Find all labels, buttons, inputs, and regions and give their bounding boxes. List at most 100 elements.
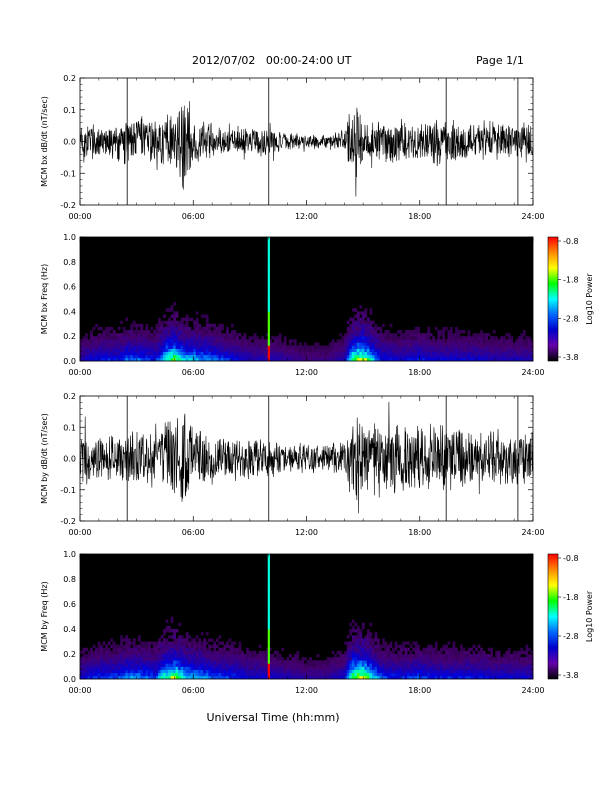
heatmap-cell <box>402 339 405 343</box>
heatmap-cell <box>376 348 380 352</box>
x-tick-label: 00:00 <box>68 212 91 221</box>
spike-stripe <box>267 268 270 272</box>
heatmap-cell <box>110 357 114 362</box>
heatmap-cell <box>482 663 486 667</box>
heatmap-cell <box>336 666 340 670</box>
heatmap-cell <box>127 354 131 359</box>
heatmap-cell <box>205 660 209 664</box>
heatmap-cell <box>165 629 169 633</box>
heatmap-cell <box>520 675 524 680</box>
heatmap-cell <box>125 333 129 337</box>
heatmap-cell <box>354 342 358 346</box>
heatmap-cell <box>203 672 207 677</box>
heatmap-cell <box>424 657 428 661</box>
heatmap-cell <box>185 336 189 340</box>
heatmap-cell <box>326 663 330 667</box>
heatmap-cell <box>336 348 340 352</box>
heatmap-cell <box>175 351 179 356</box>
heatmap-cell <box>205 666 209 670</box>
heatmap-cell <box>200 675 204 680</box>
heatmap-cell <box>507 342 511 346</box>
spike-stripe <box>267 249 270 253</box>
heatmap-cell <box>389 351 393 356</box>
heatmap-cell <box>480 672 483 677</box>
heatmap-cell <box>480 654 483 658</box>
heatmap-cell <box>397 675 400 680</box>
heatmap-cell <box>520 650 524 655</box>
heatmap-cell <box>137 351 141 356</box>
heatmap-cell <box>170 650 174 655</box>
heatmap-cell <box>246 660 249 664</box>
heatmap-cell <box>92 675 96 680</box>
heatmap-cell <box>175 657 179 661</box>
heatmap-cell <box>326 657 330 661</box>
heatmap-cell <box>208 650 212 655</box>
heatmap-cell <box>522 357 526 362</box>
heatmap-cell <box>389 333 393 337</box>
heatmap-cell <box>346 644 350 649</box>
heatmap-cell <box>92 672 96 677</box>
heatmap-cell <box>185 650 189 655</box>
heatmap-cell <box>460 348 463 352</box>
heatmap-cell <box>213 342 217 346</box>
heatmap-cell <box>168 348 171 352</box>
heatmap-cell <box>429 654 433 658</box>
heatmap-cell <box>225 657 229 661</box>
heatmap-cell <box>193 654 197 658</box>
heatmap-cell <box>364 675 368 680</box>
heatmap-cell <box>155 339 159 343</box>
heatmap-cell <box>125 647 129 652</box>
heatmap-cell <box>178 336 181 340</box>
heatmap-cell <box>188 348 192 352</box>
heatmap-cell <box>145 323 149 328</box>
colorbar <box>547 553 559 680</box>
heatmap-cell <box>414 345 418 349</box>
heatmap-cell <box>522 348 526 352</box>
heatmap-cell <box>510 663 514 667</box>
heatmap-cell <box>175 647 179 652</box>
heatmap-cell <box>412 669 416 674</box>
heatmap-cell <box>165 357 169 362</box>
heatmap-cell <box>364 657 368 661</box>
heatmap-cell <box>140 333 144 337</box>
heatmap-cell <box>384 330 388 334</box>
heatmap-cell <box>225 345 229 349</box>
heatmap-cell <box>185 323 189 328</box>
heatmap-cell <box>384 654 388 658</box>
heatmap-cell <box>336 675 340 680</box>
heatmap-cell <box>205 669 209 674</box>
heatmap-cell <box>371 666 375 670</box>
heatmap-cell <box>168 629 171 633</box>
heatmap-cell <box>482 357 486 362</box>
heatmap-cell <box>382 660 385 664</box>
heatmap-cell <box>522 666 526 670</box>
heatmap-cell <box>314 675 317 680</box>
heatmap-cell <box>349 647 353 652</box>
heatmap-cell <box>525 357 529 362</box>
heatmap-cell <box>505 357 509 362</box>
heatmap-cell <box>243 354 247 359</box>
heatmap-cell <box>429 345 433 349</box>
heatmap-cell <box>205 333 209 337</box>
heatmap-cell <box>417 339 421 343</box>
heatmap-cell <box>369 663 373 667</box>
heatmap-cell <box>407 666 410 670</box>
heatmap-cell <box>165 308 169 312</box>
heatmap-cell <box>160 320 164 325</box>
heatmap-cell <box>437 654 441 658</box>
heatmap-cell <box>200 641 204 645</box>
heatmap-cell <box>427 660 431 664</box>
heatmap-cell <box>467 672 471 677</box>
heatmap-cell <box>316 354 320 359</box>
heatmap-cell <box>215 660 219 664</box>
heatmap-cell <box>301 357 305 362</box>
heatmap-cell <box>205 320 209 325</box>
heatmap-cell <box>173 317 176 321</box>
heatmap-cell <box>90 342 93 346</box>
heatmap-cell <box>366 320 370 325</box>
heatmap-cell <box>278 669 282 674</box>
heatmap-cell <box>120 641 124 645</box>
heatmap-cell <box>92 339 96 343</box>
heatmap-cell <box>412 657 416 661</box>
spike-stripe <box>267 647 270 652</box>
